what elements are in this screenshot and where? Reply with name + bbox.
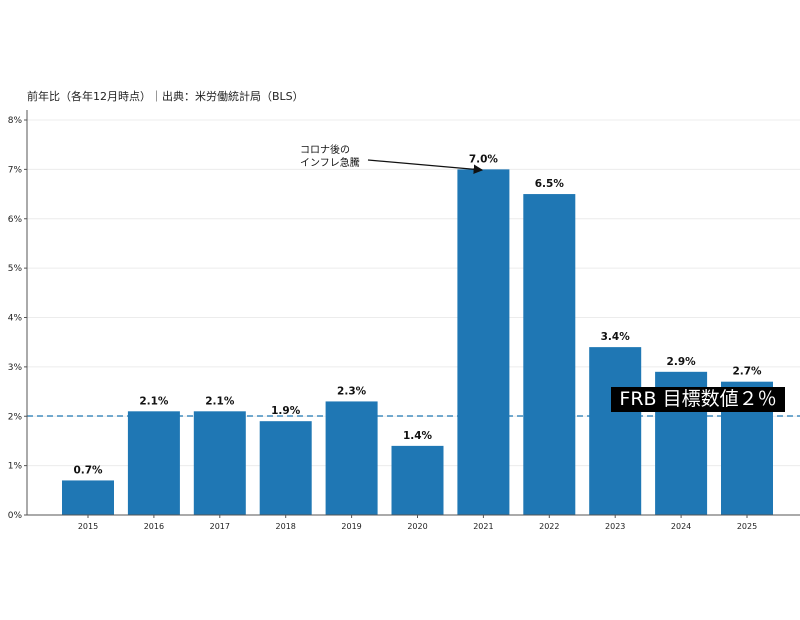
y-tick-label: 3% [8,363,23,373]
bar-2018 [259,421,312,515]
annotation-line2: インフレ急騰 [300,156,360,169]
target-label: FRB 目標数値２％ [611,387,785,412]
x-tick-label: 2023 [605,522,625,531]
x-tick-label: 2017 [210,522,230,531]
annotation-line1: コロナ後の [300,143,350,156]
y-tick-label: 7% [8,165,23,175]
bar-2021 [457,169,510,515]
x-tick-label: 2020 [407,522,427,531]
value-label: 7.0% [469,153,499,165]
value-label: 3.4% [601,331,631,343]
value-label: 2.7% [732,366,762,378]
value-label: 1.4% [403,430,433,442]
value-label: 1.9% [271,405,301,417]
value-label: 2.1% [205,395,235,407]
x-tick-label: 2019 [341,522,361,531]
y-axis-ticks: 0% 1% 2% 3% 4% 5% 6% 7% 8% [8,116,27,521]
chart-subtitle: 前年比（各年12月時点）｜出典：米労働統計局（BLS） [27,90,304,103]
y-tick-label: 8% [8,116,23,126]
value-label: 6.5% [535,178,565,190]
x-tick-label: 2025 [737,522,757,531]
bars [62,169,773,515]
bar-2016 [127,411,180,515]
x-tick-label: 2016 [144,522,164,531]
y-tick-label: 6% [8,215,23,225]
axes [26,110,800,516]
value-label: 2.9% [667,356,697,368]
value-label: 2.1% [139,395,169,407]
bar-2017 [193,411,246,515]
y-tick-label: 4% [8,314,23,324]
value-labels: 0.7% 2.1% 2.1% 1.9% 2.3% 1.4% 7.0% 6.5% 3.4% 2.9%… [73,153,762,476]
annotation-arrow [367,159,484,175]
x-tick-label: 2015 [78,522,98,531]
bar-2020 [391,445,444,515]
bar-2022 [523,194,576,515]
y-tick-label: 0% [8,511,23,521]
value-label: 0.7% [73,464,103,476]
bar-2023 [589,347,642,515]
x-tick-label: 2022 [539,522,559,531]
value-label: 2.3% [337,385,367,397]
bar-2019 [325,401,378,515]
x-tick-label: 2021 [473,522,493,531]
x-axis-ticks: 2015 2016 2017 2018 2019 2020 2021 2022 2023 2024… [78,515,757,531]
x-tick-label: 2024 [671,522,691,531]
bar-2015 [62,480,114,515]
x-tick-label: 2018 [276,522,296,531]
y-tick-label: 2% [8,412,23,422]
y-tick-label: 5% [8,264,23,274]
covid-annotation: コロナ後の インフレ急騰 [300,143,484,175]
y-tick-label: 1% [8,462,23,472]
